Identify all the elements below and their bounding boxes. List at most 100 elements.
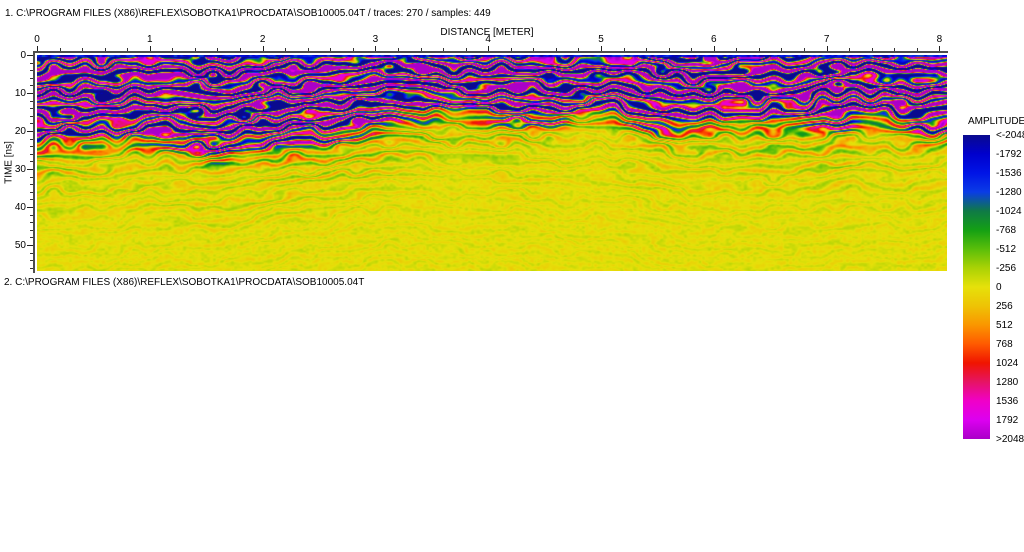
y-axis-minor-tick xyxy=(30,267,33,269)
x-axis-minor-tick xyxy=(285,48,287,51)
y-axis-minor-tick xyxy=(30,153,33,155)
x-axis-tick xyxy=(262,46,264,51)
x-axis-minor-tick xyxy=(240,48,242,51)
colorbar-tick-labels: <-2048 -1792 -1536 -1280 -1024 -768 -512 -256 0 2… xyxy=(996,131,1024,445)
radargram-canvas[interactable] xyxy=(37,55,947,271)
x-axis-tick-label: 6 xyxy=(711,34,717,45)
y-axis-tick xyxy=(27,207,33,208)
y-axis: 0 10 20 30 40 50 xyxy=(0,51,37,275)
colorbar-tick-label: -256 xyxy=(996,263,1017,274)
colorbar-tick-label: 1280 xyxy=(996,377,1019,388)
y-axis-minor-tick xyxy=(30,214,33,216)
x-axis-minor-tick xyxy=(465,48,467,51)
y-axis-minor-tick xyxy=(30,77,33,79)
x-axis-minor-tick xyxy=(307,48,309,51)
colorbar-tick-label: <-2048 xyxy=(996,130,1024,141)
y-axis-minor-tick xyxy=(30,108,33,110)
x-axis-minor-tick xyxy=(555,48,557,51)
x-axis-tick xyxy=(37,46,38,51)
x-axis-minor-tick xyxy=(194,48,196,51)
x-axis-tick xyxy=(149,46,151,51)
x-axis-tick xyxy=(939,46,941,51)
x-axis-minor-tick xyxy=(646,48,648,51)
y-axis-tick-label: 50 xyxy=(14,240,26,251)
y-axis-tick-label: 0 xyxy=(20,50,26,61)
x-axis-tick xyxy=(375,46,377,51)
x-axis-minor-tick xyxy=(849,48,851,51)
x-axis-minor-tick xyxy=(127,48,129,51)
y-axis-minor-tick xyxy=(30,184,33,186)
x-axis-minor-tick xyxy=(578,48,580,51)
x-axis-minor-tick xyxy=(871,48,873,51)
x-axis-tick xyxy=(601,46,602,51)
y-axis-minor-tick xyxy=(30,191,33,193)
section1-title: 1. C:\PROGRAM FILES (X86)\REFLEX\SOBOTKA… xyxy=(5,8,491,19)
y-axis-minor-tick xyxy=(30,100,33,102)
colorbar-tick-label: -1024 xyxy=(996,206,1022,217)
colorbar-tick-label: -1536 xyxy=(996,168,1022,179)
y-axis-tick-label: 20 xyxy=(14,126,26,137)
x-axis-tick xyxy=(488,46,490,51)
x-axis-minor-tick xyxy=(217,48,219,51)
x-axis-minor-tick xyxy=(330,48,332,51)
y-axis-minor-tick xyxy=(30,199,33,201)
x-axis-minor-tick xyxy=(397,48,399,51)
x-axis-line xyxy=(33,51,948,53)
x-axis-tick-label: 5 xyxy=(598,34,604,45)
y-axis-tick-label: 30 xyxy=(14,164,26,175)
y-axis-tick-label: 40 xyxy=(14,202,26,213)
y-axis-minor-tick xyxy=(30,85,33,87)
y-axis-minor-tick xyxy=(30,229,33,231)
x-axis-minor-tick xyxy=(533,48,535,51)
y-axis-tick xyxy=(27,131,33,132)
y-axis-tick xyxy=(27,55,33,56)
colorbar-gradient xyxy=(963,135,990,439)
colorbar-tick-label: -512 xyxy=(996,244,1017,255)
x-axis-minor-tick xyxy=(894,48,896,51)
colorbar-tick-label: 256 xyxy=(996,301,1013,312)
distance-axis-label: DISTANCE [METER] xyxy=(440,27,534,38)
y-axis-line xyxy=(33,51,35,273)
y-axis-minor-tick xyxy=(30,176,33,178)
colorbar-tick-label: -768 xyxy=(996,225,1017,236)
x-axis-tick-label: 0 xyxy=(34,34,40,45)
colorbar-tick-label: 512 xyxy=(996,320,1013,331)
y-axis-minor-tick xyxy=(30,237,33,239)
x-axis-minor-tick xyxy=(623,48,625,51)
y-axis-minor-tick xyxy=(30,115,33,117)
y-axis-tick xyxy=(27,169,33,170)
x-axis-minor-tick xyxy=(510,48,512,51)
y-axis-minor-tick xyxy=(30,70,33,72)
y-axis-minor-tick xyxy=(30,252,33,254)
x-axis: 0 1 2 3 4 5 6 7 8 xyxy=(33,34,948,53)
x-axis-minor-tick xyxy=(781,48,783,51)
section2-title: 2. C:\PROGRAM FILES (X86)\REFLEX\SOBOTKA… xyxy=(4,277,365,288)
x-axis-tick xyxy=(826,46,828,51)
x-axis-tick-label: 8 xyxy=(936,34,943,45)
colorbar-tick-label: >2048 xyxy=(996,434,1024,445)
x-axis-minor-tick xyxy=(82,48,84,51)
x-axis-minor-tick xyxy=(804,48,806,51)
y-axis-tick xyxy=(27,93,33,94)
y-axis-minor-tick xyxy=(30,222,33,224)
colorbar-tick-label: 1792 xyxy=(996,415,1019,426)
x-axis-tick-label: 7 xyxy=(823,34,830,45)
y-axis-minor-tick xyxy=(30,123,33,125)
x-axis-tick-label: 3 xyxy=(372,34,379,45)
y-axis-minor-tick xyxy=(30,260,33,262)
colorbar-tick-label: 768 xyxy=(996,339,1013,350)
y-axis-tick xyxy=(27,245,33,246)
x-axis-minor-tick xyxy=(736,48,738,51)
x-axis-minor-tick xyxy=(691,48,693,51)
amplitude-label: AMPLITUDE xyxy=(968,116,1024,127)
y-axis-minor-tick xyxy=(30,62,33,64)
colorbar-tick-label: 0 xyxy=(996,282,1002,293)
x-axis-tick xyxy=(713,46,715,51)
x-axis-minor-tick xyxy=(59,48,61,51)
x-axis-minor-tick xyxy=(420,48,422,51)
x-axis-minor-tick xyxy=(352,48,354,51)
x-axis-minor-tick xyxy=(104,48,106,51)
y-axis-minor-tick xyxy=(30,146,33,148)
x-axis-minor-tick xyxy=(668,48,670,51)
